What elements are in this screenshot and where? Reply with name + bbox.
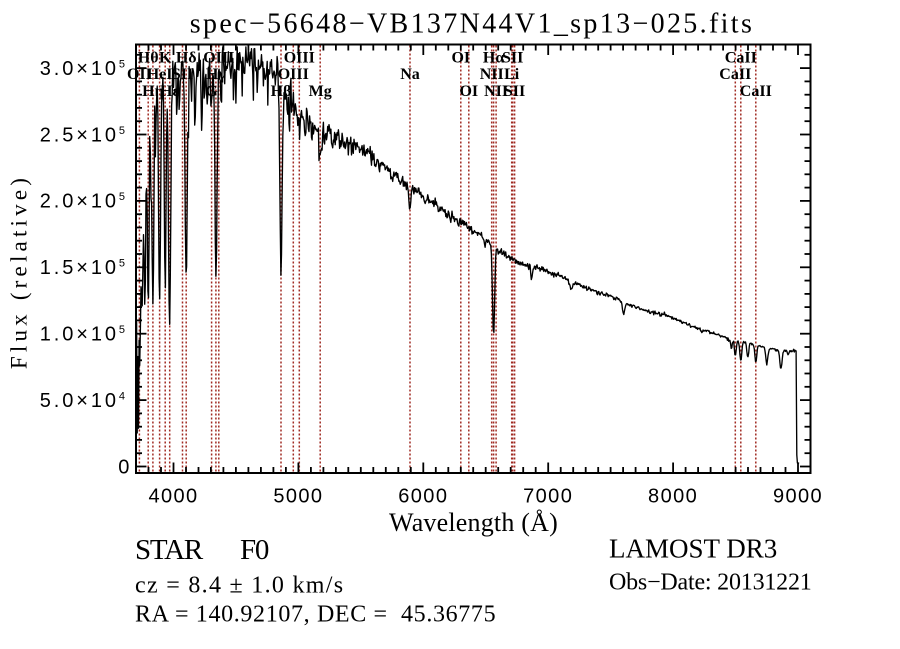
svg-text:0: 0 bbox=[118, 456, 132, 478]
svg-text:K: K bbox=[159, 50, 172, 67]
svg-text:OII: OII bbox=[127, 66, 152, 83]
svg-text:LAMOST DR3: LAMOST DR3 bbox=[609, 534, 777, 564]
svg-text:F0: F0 bbox=[240, 534, 269, 566]
svg-text:G: G bbox=[205, 83, 218, 100]
svg-text:Na: Na bbox=[400, 66, 420, 83]
svg-text:Hε: Hε bbox=[160, 83, 179, 100]
svg-text:4000: 4000 bbox=[148, 486, 198, 508]
svg-text:cz = 8.4 ± 1.0 km/s: cz = 8.4 ± 1.0 km/s bbox=[135, 573, 344, 599]
svg-text:Hη: Hη bbox=[142, 83, 164, 100]
svg-text:5000: 5000 bbox=[273, 486, 323, 508]
svg-text:OI: OI bbox=[451, 50, 470, 67]
svg-text:OIII: OIII bbox=[203, 50, 234, 67]
svg-text:RA = 140.92107, DEC = 45.3677: RA = 140.92107, DEC = 45.36775 bbox=[135, 602, 496, 628]
svg-text:OIII: OIII bbox=[278, 66, 309, 83]
svg-text:CaII: CaII bbox=[740, 83, 772, 100]
svg-text:1.0×105: 1.0×105 bbox=[40, 324, 125, 346]
svg-text:NII: NII bbox=[480, 66, 504, 83]
svg-text:SII: SII bbox=[172, 66, 193, 83]
svg-text:9000: 9000 bbox=[773, 486, 823, 508]
svg-text:SII: SII bbox=[504, 83, 525, 100]
svg-text:Hθ: Hθ bbox=[138, 50, 159, 67]
svg-text:2.5×105: 2.5×105 bbox=[40, 124, 125, 146]
svg-text:OIII: OIII bbox=[284, 50, 315, 67]
svg-text:Hδ: Hδ bbox=[176, 50, 197, 67]
svg-text:2.0×105: 2.0×105 bbox=[40, 191, 125, 213]
svg-text:7000: 7000 bbox=[523, 486, 573, 508]
svg-text:NII: NII bbox=[484, 83, 508, 100]
svg-text:Obs−Date: 20131221: Obs−Date: 20131221 bbox=[609, 570, 812, 596]
svg-text:5.0×104: 5.0×104 bbox=[40, 390, 125, 412]
svg-text:3.0×105: 3.0×105 bbox=[40, 58, 125, 80]
svg-text:CaII: CaII bbox=[719, 66, 751, 83]
svg-text:Flux (relative): Flux (relative) bbox=[7, 174, 32, 369]
svg-text:HeI: HeI bbox=[147, 66, 173, 83]
svg-text:Hβ: Hβ bbox=[271, 83, 292, 100]
svg-text:Hα: Hα bbox=[483, 50, 504, 67]
svg-text:1.5×105: 1.5×105 bbox=[40, 257, 125, 279]
svg-text:6000: 6000 bbox=[398, 486, 448, 508]
svg-text:Li: Li bbox=[504, 66, 520, 83]
svg-text:Mg: Mg bbox=[309, 83, 332, 100]
svg-text:OI: OI bbox=[459, 83, 478, 100]
svg-text:spec−56648−VB137N44V1_sp13−025: spec−56648−VB137N44V1_sp13−025.fits bbox=[190, 9, 754, 40]
svg-text:8000: 8000 bbox=[648, 486, 698, 508]
svg-text:Hγ: Hγ bbox=[206, 66, 226, 83]
svg-text:CaII: CaII bbox=[725, 50, 757, 67]
svg-text:SII: SII bbox=[502, 50, 523, 67]
svg-text:STAR: STAR bbox=[135, 534, 204, 566]
svg-text:Wavelength (Å): Wavelength (Å) bbox=[389, 508, 558, 537]
